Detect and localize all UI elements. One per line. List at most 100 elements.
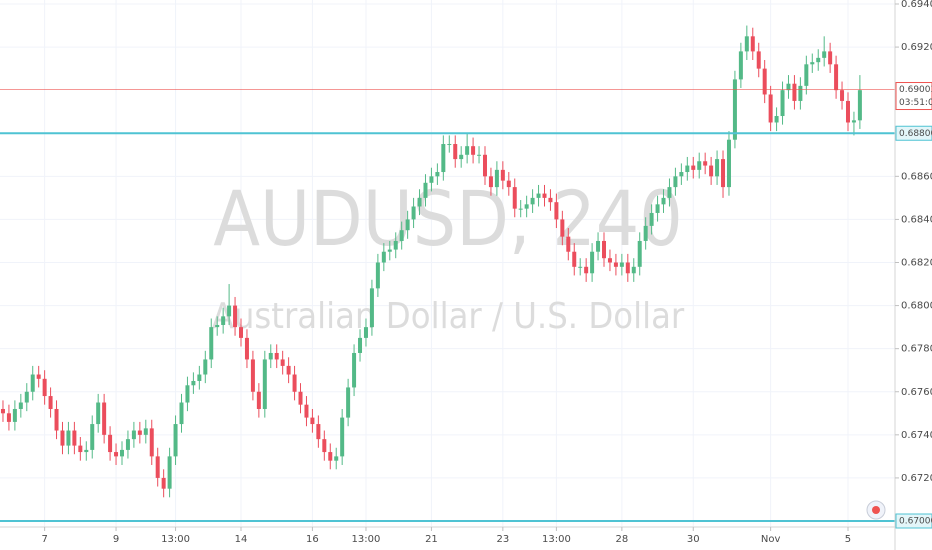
candle-body (78, 445, 83, 453)
candle-body (548, 197, 553, 203)
candle-body (631, 266, 636, 274)
countdown-label: 03:51:06 (899, 98, 932, 108)
candle-body (536, 193, 541, 198)
candle-body (328, 452, 333, 461)
candle-body (322, 439, 327, 453)
candle-body (423, 182, 428, 198)
candle-body (90, 424, 95, 450)
candle-body (36, 374, 41, 379)
candle-body (6, 413, 11, 422)
candle-body (578, 266, 583, 268)
candle-body (566, 236, 571, 252)
candle-body (596, 240, 601, 252)
candle-body (42, 378, 47, 397)
x-tick-label: 30 (687, 534, 700, 545)
candle-body (721, 159, 726, 188)
candle-body (304, 404, 309, 418)
candle-body (786, 83, 791, 91)
candle-body (30, 374, 35, 392)
candle-body (780, 90, 785, 117)
candle-body (149, 428, 154, 457)
candle-body (828, 51, 833, 65)
axes: 0.67200 0.67400 0.67600 0.67800 0.68000 0.682… (41, 0, 932, 545)
candle-body (679, 172, 684, 177)
candle-body (685, 165, 690, 173)
y-tick-label: 0.68000 (901, 301, 932, 312)
candle-body (798, 85, 803, 101)
candle-body (506, 180, 511, 188)
candle-body (762, 68, 767, 95)
candle-body (477, 154, 482, 156)
candle-body (48, 396, 53, 409)
candle-body (649, 212, 654, 226)
candle-body (756, 51, 761, 69)
candle-body (732, 79, 737, 140)
candle-body (554, 202, 559, 220)
y-tick-label: 0.67200 (901, 473, 932, 484)
logo (866, 500, 886, 520)
x-tick-label: 21 (425, 534, 438, 545)
candle-body (12, 408, 17, 422)
candle-body (215, 324, 220, 328)
grid (0, 0, 895, 527)
candle-body (244, 337, 249, 360)
candle-body (131, 430, 136, 440)
candle-body (203, 359, 208, 375)
candle-body (227, 305, 232, 317)
candle-body (155, 456, 160, 478)
candle-body (137, 430, 142, 435)
candle-body (143, 428, 148, 435)
y-tick-label: 0.67800 (901, 344, 932, 355)
x-tick-label: 13:00 (352, 534, 381, 545)
candle-body (619, 262, 624, 267)
candle-body (750, 36, 755, 52)
candle-body (405, 219, 410, 231)
candle-body (655, 204, 660, 213)
x-tick-label: 13:00 (161, 534, 190, 545)
candle-body (607, 258, 612, 263)
candle-body (792, 83, 797, 101)
candle-body (102, 402, 107, 435)
candle-body (393, 240, 398, 250)
candle-body (161, 477, 166, 489)
candle-body (233, 305, 238, 328)
last-price-box (895, 82, 932, 111)
candle-body (768, 94, 773, 123)
candle-body (816, 57, 821, 63)
x-tick-label: 14 (235, 534, 248, 545)
candle-body (512, 187, 517, 209)
candle-body (54, 408, 59, 431)
candle-body (524, 204, 529, 209)
candle-body (197, 374, 202, 381)
candle-body (316, 424, 321, 440)
candle-body (256, 391, 261, 409)
candle-body (108, 434, 113, 453)
candle-body (500, 169, 505, 181)
x-tick-label: 16 (306, 534, 319, 545)
y-tick-label: 0.69200 (901, 42, 932, 53)
last-price-label: 0.69003 (899, 85, 932, 95)
candle-body (726, 139, 731, 188)
candle-body (465, 146, 470, 155)
candle-body (310, 417, 315, 425)
candle-body (179, 402, 184, 425)
candle-body (447, 144, 452, 146)
candle-body (590, 251, 595, 274)
candle-body (857, 90, 862, 121)
candle-body (60, 430, 65, 446)
candle-body (667, 187, 672, 198)
candle-body (363, 327, 368, 338)
candle-body (471, 146, 476, 155)
candle-body (274, 352, 279, 360)
candle-body (381, 251, 386, 263)
level-label-box (895, 125, 932, 141)
candle-body (96, 402, 101, 425)
candle-body (459, 154, 464, 160)
candle-body (185, 385, 190, 403)
y-tick-label: 0.68200 (901, 258, 932, 269)
candle-body (18, 402, 23, 409)
candle-body (840, 90, 845, 101)
candle-body (482, 154, 487, 177)
candle-body (834, 64, 839, 91)
